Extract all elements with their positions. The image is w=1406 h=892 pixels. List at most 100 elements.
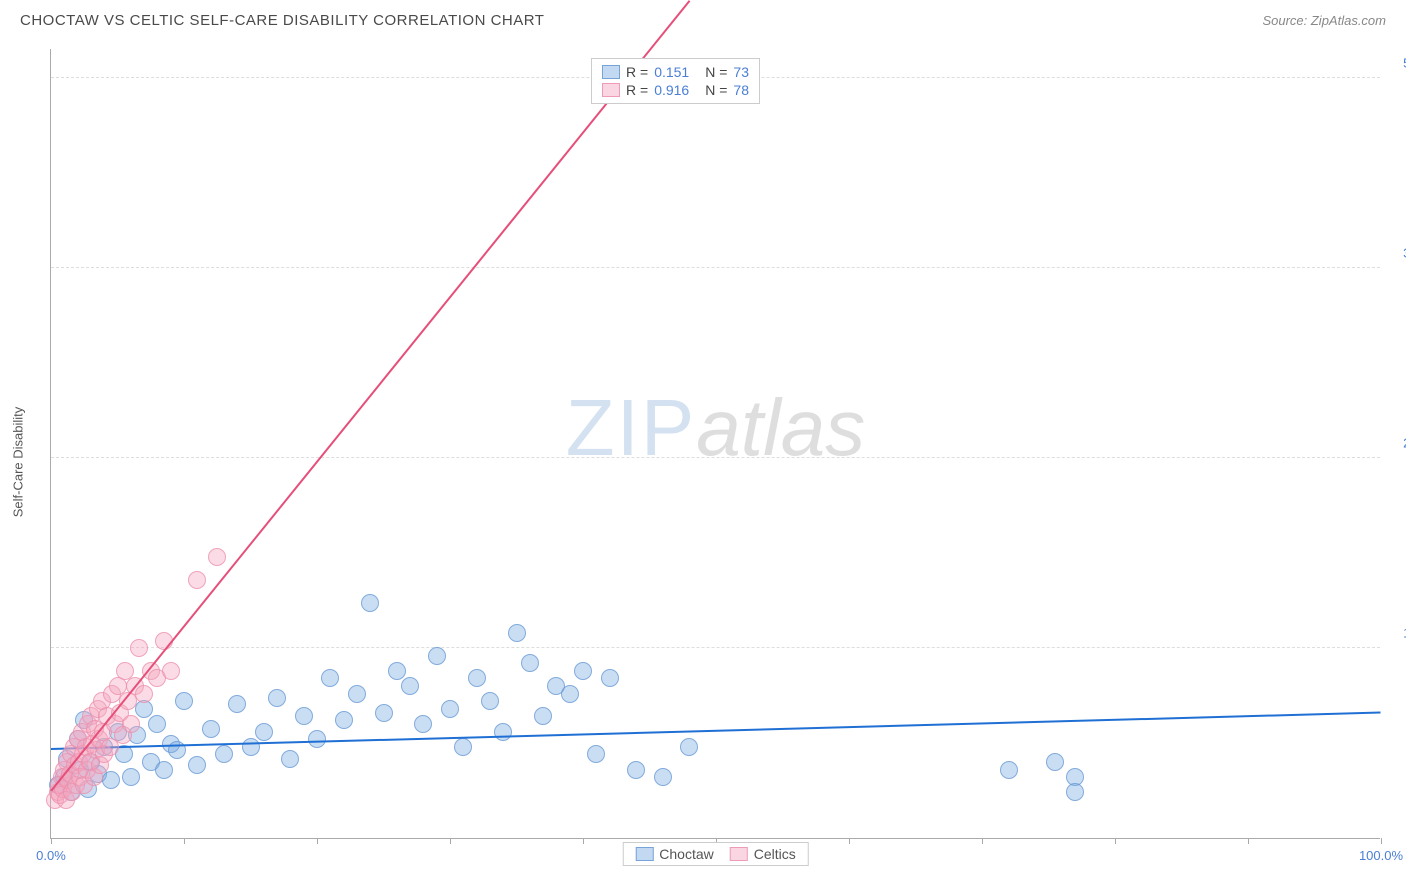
legend-n-label: N =: [705, 82, 727, 98]
watermark: ZIPatlas: [566, 382, 865, 474]
legend-top-row: R = 0.916 N = 78: [602, 81, 749, 99]
y-tick-label: 12.5%: [1385, 626, 1406, 641]
legend-bottom-item: Celtics: [730, 846, 796, 862]
scatter-point: [468, 669, 486, 687]
scatter-point: [454, 738, 472, 756]
scatter-point: [281, 750, 299, 768]
scatter-point: [361, 594, 379, 612]
legend-swatch: [635, 847, 653, 861]
scatter-point: [587, 745, 605, 763]
legend-r-value: 0.916: [654, 82, 689, 98]
source-label: Source:: [1262, 13, 1310, 28]
scatter-point: [388, 662, 406, 680]
legend-series-name: Celtics: [754, 846, 796, 862]
plot-area: ZIPatlas 12.5%25.0%37.5%50.0%0.0%100.0%R…: [50, 49, 1380, 839]
legend-r-label: R =: [626, 64, 648, 80]
scatter-point: [441, 700, 459, 718]
x-tick: [1115, 838, 1116, 844]
scatter-point: [188, 571, 206, 589]
chart-title: CHOCTAW VS CELTIC SELF-CARE DISABILITY C…: [20, 12, 544, 29]
chart-container: Self-Care Disability ZIPatlas 12.5%25.0%…: [0, 37, 1406, 887]
x-tick: [184, 838, 185, 844]
watermark-zip: ZIP: [566, 383, 696, 472]
legend-swatch: [730, 847, 748, 861]
legend-n-value: 73: [733, 64, 749, 80]
source-value: ZipAtlas.com: [1311, 13, 1386, 28]
gridline: [51, 457, 1380, 458]
scatter-point: [335, 711, 353, 729]
scatter-point: [680, 738, 698, 756]
scatter-point: [1046, 753, 1064, 771]
scatter-point: [188, 756, 206, 774]
legend-bottom-item: Choctaw: [635, 846, 713, 862]
legend-swatch: [602, 83, 620, 97]
x-tick-label-start: 0.0%: [36, 848, 66, 863]
scatter-point: [494, 723, 512, 741]
scatter-point: [102, 771, 120, 789]
scatter-point: [414, 715, 432, 733]
x-tick: [317, 838, 318, 844]
scatter-point: [401, 677, 419, 695]
scatter-point: [321, 669, 339, 687]
trend-line: [50, 1, 690, 792]
scatter-point: [215, 745, 233, 763]
legend-top-row: R = 0.151 N = 73: [602, 63, 749, 81]
y-tick-label: 50.0%: [1385, 56, 1406, 71]
scatter-point: [308, 730, 326, 748]
scatter-point: [521, 654, 539, 672]
scatter-point: [122, 715, 140, 733]
x-tick: [450, 838, 451, 844]
scatter-point: [348, 685, 366, 703]
scatter-point: [148, 715, 166, 733]
scatter-point: [1000, 761, 1018, 779]
scatter-point: [228, 695, 246, 713]
scatter-point: [295, 707, 313, 725]
y-axis-label: Self-Care Disability: [11, 407, 26, 518]
x-tick: [1381, 838, 1382, 844]
gridline: [51, 267, 1380, 268]
scatter-point: [208, 548, 226, 566]
scatter-point: [130, 639, 148, 657]
scatter-point: [1066, 783, 1084, 801]
scatter-point: [574, 662, 592, 680]
legend-top: R = 0.151 N = 73 R = 0.916 N = 78: [591, 58, 760, 104]
scatter-point: [627, 761, 645, 779]
legend-n-value: 78: [733, 82, 749, 98]
y-tick-label: 37.5%: [1385, 246, 1406, 261]
scatter-point: [654, 768, 672, 786]
scatter-point: [428, 647, 446, 665]
x-tick: [1248, 838, 1249, 844]
scatter-point: [561, 685, 579, 703]
legend-r-label: R =: [626, 82, 648, 98]
scatter-point: [155, 761, 173, 779]
legend-bottom: Choctaw Celtics: [622, 842, 808, 866]
scatter-point: [481, 692, 499, 710]
chart-source: Source: ZipAtlas.com: [1262, 13, 1386, 28]
scatter-point: [135, 685, 153, 703]
x-tick: [583, 838, 584, 844]
legend-swatch: [602, 65, 620, 79]
y-tick-label: 25.0%: [1385, 436, 1406, 451]
legend-r-value: 0.151: [654, 64, 689, 80]
x-tick: [982, 838, 983, 844]
legend-series-name: Choctaw: [659, 846, 713, 862]
scatter-point: [242, 738, 260, 756]
scatter-point: [175, 692, 193, 710]
scatter-point: [162, 662, 180, 680]
scatter-point: [122, 768, 140, 786]
scatter-point: [508, 624, 526, 642]
legend-n-label: N =: [705, 64, 727, 80]
scatter-point: [534, 707, 552, 725]
scatter-point: [268, 689, 286, 707]
scatter-point: [375, 704, 393, 722]
x-tick-label-end: 100.0%: [1359, 848, 1403, 863]
x-tick: [849, 838, 850, 844]
watermark-atlas: atlas: [696, 383, 865, 472]
trend-line: [51, 711, 1381, 749]
x-tick: [51, 838, 52, 844]
scatter-point: [601, 669, 619, 687]
chart-header: CHOCTAW VS CELTIC SELF-CARE DISABILITY C…: [0, 0, 1406, 37]
gridline: [51, 647, 1380, 648]
scatter-point: [202, 720, 220, 738]
scatter-point: [255, 723, 273, 741]
